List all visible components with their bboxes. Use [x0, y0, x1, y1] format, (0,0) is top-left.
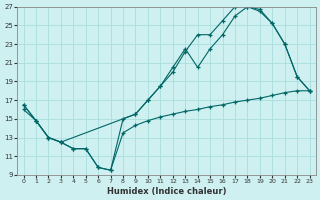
X-axis label: Humidex (Indice chaleur): Humidex (Indice chaleur) [107, 187, 226, 196]
